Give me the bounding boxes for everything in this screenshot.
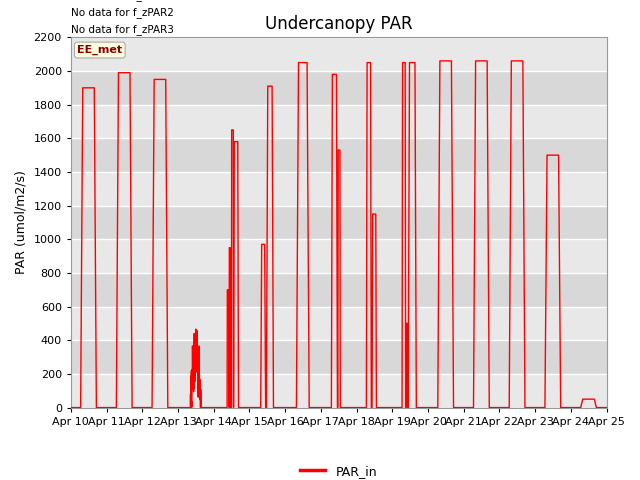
Y-axis label: PAR (umol/m2/s): PAR (umol/m2/s) [15, 170, 28, 275]
Bar [71, 340, 607, 374]
Bar [71, 105, 607, 138]
Bar [71, 273, 607, 307]
Bar [71, 71, 607, 105]
Title: Undercanopy PAR: Undercanopy PAR [265, 15, 413, 33]
Bar [71, 240, 607, 273]
Bar [71, 172, 607, 205]
Text: EE_met: EE_met [77, 45, 122, 55]
Bar [71, 205, 607, 240]
Bar [71, 138, 607, 172]
Bar [71, 307, 607, 340]
Text: No data for f_zPAR3: No data for f_zPAR3 [71, 24, 173, 35]
Bar [71, 37, 607, 71]
Text: No data for f_zPAR1: No data for f_zPAR1 [71, 0, 173, 1]
Text: No data for f_zPAR2: No data for f_zPAR2 [71, 7, 173, 18]
Legend: PAR_in: PAR_in [296, 460, 382, 480]
Bar [71, 374, 607, 408]
